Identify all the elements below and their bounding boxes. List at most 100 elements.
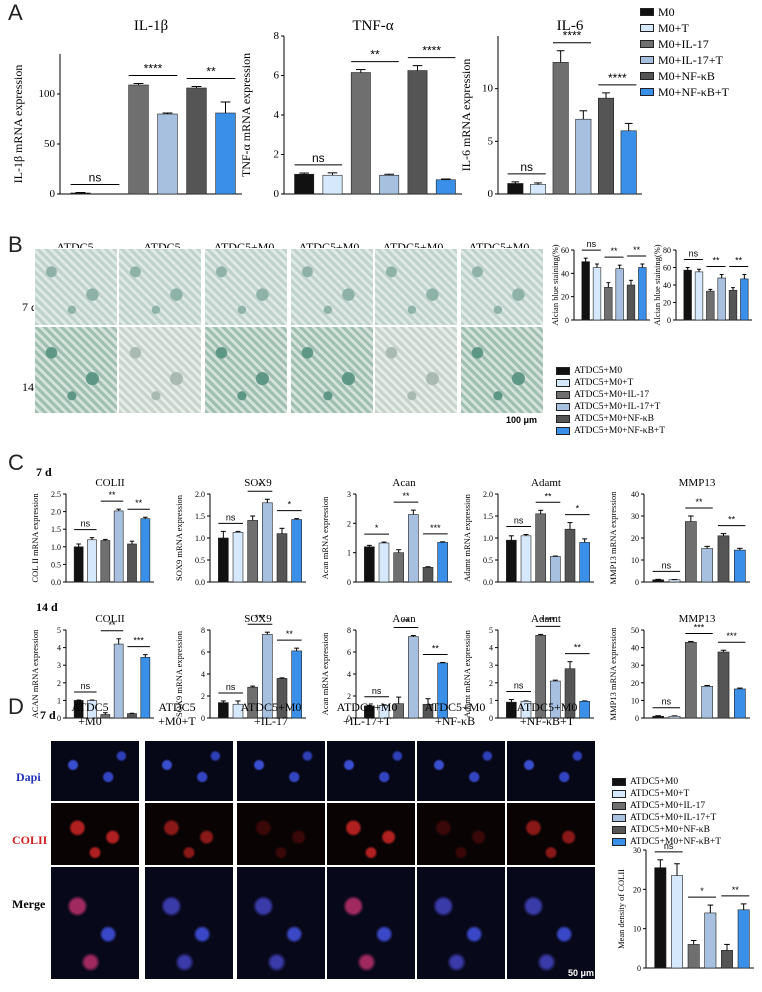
significance-label: ****	[422, 44, 441, 58]
significance-label: ns	[514, 515, 524, 525]
legend-label: M0	[658, 4, 675, 19]
significance-label: ns	[81, 681, 91, 691]
colii-image	[236, 802, 326, 866]
bar	[620, 130, 637, 195]
legend-label: M0+NF-κB+T	[658, 84, 729, 99]
bar	[507, 183, 524, 195]
y-tick-label: 5	[488, 135, 494, 147]
bar	[378, 542, 390, 583]
legend-swatch	[612, 790, 626, 798]
legend-label: ATDC5+M0+IL-17	[630, 801, 706, 811]
y-tick-label: 30	[631, 661, 639, 670]
legend-label: ATDC5+M0+IL-17+T	[630, 813, 717, 823]
legend-swatch	[612, 778, 626, 786]
chart-c7: 0 2 4 6 8 SOX9 mRNA expression ns *** ** SOX9	[172, 612, 312, 736]
chart-c8: 0 2 4 6 8 Acan mRNA expression ns ** ** Acan	[318, 612, 458, 736]
dapi-image	[506, 740, 596, 802]
bar	[262, 634, 273, 719]
legend-item: ATDC5+M0+NF-κB	[556, 413, 665, 425]
y-tick-label: 2.0	[51, 508, 61, 517]
y-axis-label: Acan mRNA expression	[320, 496, 330, 579]
y-tick-label: 40	[561, 269, 569, 278]
bar	[604, 287, 613, 321]
significance-label: **	[712, 256, 720, 266]
legend-item: ATDC5+M0+NF-κB+T	[556, 425, 665, 437]
significance-label: *	[576, 504, 580, 514]
y-tick-label: 8	[274, 30, 280, 42]
legend-item: ATDC5+M0+T	[556, 377, 665, 389]
bar	[733, 549, 746, 583]
chart-title: SOX9	[244, 613, 272, 625]
y-tick-label: 60	[663, 264, 671, 273]
bar	[694, 271, 704, 321]
y-axis-label: MMP13 mRNA expression	[608, 491, 618, 585]
significance-label: ns	[81, 519, 91, 529]
dapi-image	[50, 740, 140, 802]
bar	[113, 643, 124, 719]
legend-item: ATDC5+M0+IL-17	[612, 800, 721, 812]
merge-image	[506, 866, 596, 980]
bar	[684, 521, 697, 583]
bar	[581, 261, 590, 321]
legend-item: ATDC5+M0+NF-κB+T	[612, 836, 721, 848]
y-axis-label: Mean density of COLII	[616, 869, 626, 949]
significance-label: ****	[541, 615, 556, 625]
y-tick-label: 0	[347, 714, 351, 723]
y-tick-label: 40	[631, 490, 639, 499]
y-axis-label: Acan mRNA expression	[320, 632, 330, 715]
significance-label: **	[286, 629, 294, 639]
dapi-image	[326, 740, 416, 802]
y-tick-label: 1.5	[483, 512, 493, 521]
alcian-blue-image	[204, 326, 288, 414]
chart-c3: 0 1 2 3 Acan mRNA expression * ** *** Acan	[318, 476, 458, 600]
y-tick-label: 4	[347, 670, 351, 679]
bar	[592, 267, 602, 321]
merge-image	[236, 866, 326, 980]
y-tick-label: 1	[57, 696, 61, 705]
significance-label: ns	[226, 682, 236, 692]
legend-label: ATDC5+M0+T	[630, 789, 690, 799]
legend-swatch	[640, 24, 654, 32]
legend-swatch	[640, 56, 654, 64]
bar	[157, 113, 178, 195]
legend-label: ATDC5+M0+NF-κB+T	[630, 837, 722, 847]
bar	[520, 535, 532, 583]
y-axis-label: Adamt mRNA expression	[462, 629, 472, 718]
column-header: ATDC5+M0+T	[132, 700, 222, 728]
y-tick-label: 5	[489, 626, 493, 635]
bar	[232, 531, 244, 583]
y-axis-label: MMP13 mRNA expression	[608, 627, 618, 721]
bar	[701, 548, 714, 583]
bar	[437, 542, 448, 583]
alcian-blue-image	[118, 248, 202, 326]
dapi-image	[236, 740, 326, 802]
significance-label: ns	[664, 841, 674, 851]
y-tick-label: 0	[489, 714, 493, 723]
y-tick-label: 1.5	[195, 512, 205, 521]
chart-a2: 0 2 4 6 8 TNF-α mRNA expression ns ** **** TNF-α	[238, 18, 468, 216]
bar	[626, 284, 636, 321]
alcian-blue-image	[34, 326, 118, 414]
colii-image	[416, 802, 506, 866]
y-tick-label: 3	[57, 661, 61, 670]
legend-swatch	[640, 88, 654, 96]
y-tick-label: 2	[347, 519, 351, 528]
column-header-line: ATDC5	[158, 700, 196, 714]
alcian-blue-image	[374, 326, 458, 414]
bar	[737, 909, 750, 969]
chart-c1: 0.0 0.5 1.0 1.5 2.0 2.5 COL II mRNA expression…	[28, 476, 160, 600]
y-tick-label: 0	[274, 188, 280, 200]
bar	[113, 510, 124, 583]
bar	[552, 62, 569, 195]
y-tick-label: 10	[482, 83, 494, 95]
column-header-line: ATDC5+M0	[424, 700, 486, 714]
bar	[100, 540, 111, 583]
significance-label: *	[375, 523, 379, 533]
bar	[364, 705, 375, 719]
y-axis-label: ACAN mRNA expression	[30, 629, 40, 719]
bar	[721, 950, 733, 969]
y-tick-label: 20	[631, 679, 639, 688]
significance-label: **	[108, 490, 116, 500]
